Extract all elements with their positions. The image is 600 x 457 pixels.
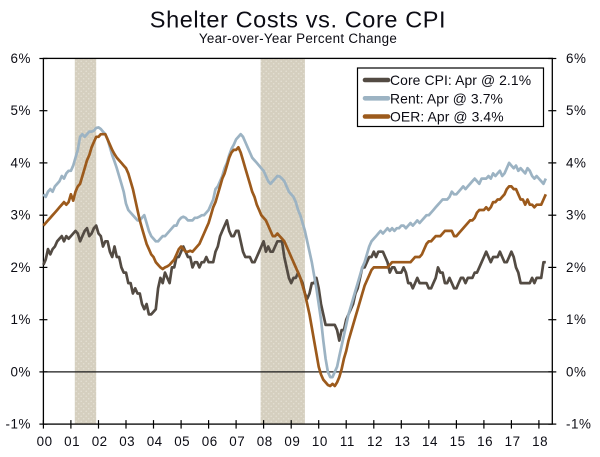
svg-text:01: 01 xyxy=(64,434,80,449)
svg-text:0%: 0% xyxy=(566,364,586,379)
svg-text:6%: 6% xyxy=(566,51,586,66)
svg-text:Year-over-Year Percent Change: Year-over-Year Percent Change xyxy=(199,31,397,46)
svg-text:04: 04 xyxy=(147,434,163,449)
svg-text:2%: 2% xyxy=(11,260,31,275)
svg-text:13: 13 xyxy=(395,434,411,449)
svg-text:08: 08 xyxy=(257,434,273,449)
svg-text:Core CPI: Apr @ 2.1%: Core CPI: Apr @ 2.1% xyxy=(390,72,531,88)
svg-text:00: 00 xyxy=(37,434,53,449)
svg-text:12: 12 xyxy=(367,434,383,449)
svg-text:OER: Apr @ 3.4%: OER: Apr @ 3.4% xyxy=(390,109,504,125)
svg-text:-1%: -1% xyxy=(566,417,591,432)
svg-text:15: 15 xyxy=(450,434,466,449)
svg-text:17: 17 xyxy=(505,434,521,449)
svg-text:16: 16 xyxy=(477,434,493,449)
svg-text:11: 11 xyxy=(340,434,355,449)
svg-text:1%: 1% xyxy=(11,312,31,327)
svg-text:09: 09 xyxy=(284,434,300,449)
svg-text:3%: 3% xyxy=(11,208,31,223)
svg-text:10: 10 xyxy=(312,434,328,449)
svg-text:4%: 4% xyxy=(566,155,586,170)
svg-text:05: 05 xyxy=(174,434,190,449)
svg-text:6%: 6% xyxy=(11,51,31,66)
svg-text:4%: 4% xyxy=(11,155,31,170)
svg-text:3%: 3% xyxy=(566,208,586,223)
svg-text:5%: 5% xyxy=(11,103,31,118)
svg-text:Rent: Apr @ 3.7%: Rent: Apr @ 3.7% xyxy=(390,90,503,106)
svg-text:02: 02 xyxy=(92,434,108,449)
svg-text:06: 06 xyxy=(202,434,218,449)
svg-text:2%: 2% xyxy=(566,260,586,275)
svg-text:-1%: -1% xyxy=(6,417,31,432)
svg-text:07: 07 xyxy=(229,434,245,449)
svg-text:1%: 1% xyxy=(566,312,586,327)
svg-text:Shelter Costs vs. Core CPI: Shelter Costs vs. Core CPI xyxy=(150,7,446,33)
svg-text:5%: 5% xyxy=(566,103,586,118)
svg-text:14: 14 xyxy=(422,434,438,449)
svg-text:18: 18 xyxy=(532,434,548,449)
svg-text:0%: 0% xyxy=(11,364,31,379)
svg-text:03: 03 xyxy=(119,434,135,449)
